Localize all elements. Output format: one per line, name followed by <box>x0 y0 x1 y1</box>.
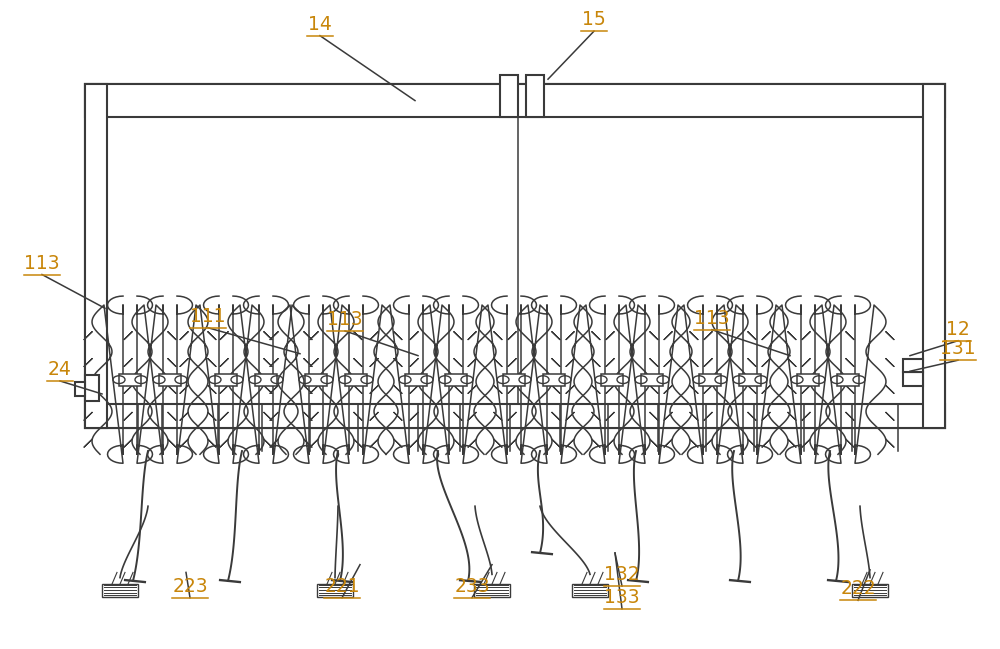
Bar <box>601 374 623 386</box>
Text: 223: 223 <box>172 577 208 596</box>
Text: 131: 131 <box>940 339 976 358</box>
Bar <box>797 374 819 386</box>
Bar <box>317 584 353 597</box>
Bar <box>75 382 85 396</box>
Bar <box>102 584 138 597</box>
Bar <box>305 374 327 386</box>
Bar <box>345 374 367 386</box>
Bar <box>159 374 181 386</box>
Bar <box>255 374 277 386</box>
Bar <box>641 374 663 386</box>
Bar <box>474 584 510 597</box>
Bar <box>543 374 565 386</box>
Bar <box>85 404 945 428</box>
Text: 233: 233 <box>454 577 490 596</box>
Bar <box>526 75 544 117</box>
Bar <box>903 359 923 372</box>
Text: 14: 14 <box>308 15 332 34</box>
Text: 24: 24 <box>48 360 72 379</box>
Text: 221: 221 <box>324 577 360 596</box>
Text: 132: 132 <box>604 565 640 584</box>
Bar <box>699 374 721 386</box>
Bar <box>500 75 518 117</box>
Bar <box>903 372 923 386</box>
Text: 113: 113 <box>24 254 60 273</box>
Bar <box>405 374 427 386</box>
Bar <box>215 374 237 386</box>
Text: 15: 15 <box>582 10 606 29</box>
Bar <box>85 84 945 117</box>
Bar <box>837 374 859 386</box>
Bar <box>572 584 608 597</box>
Text: 12: 12 <box>946 320 970 339</box>
Text: 113: 113 <box>327 310 363 329</box>
Bar <box>85 375 99 401</box>
Bar <box>923 84 945 428</box>
Text: 133: 133 <box>604 588 640 607</box>
Bar <box>739 374 761 386</box>
Bar <box>445 374 467 386</box>
Bar <box>119 374 141 386</box>
Bar <box>852 584 888 597</box>
Bar <box>85 84 945 428</box>
Text: 111: 111 <box>190 307 226 326</box>
Text: 113: 113 <box>694 309 730 328</box>
Bar <box>503 374 525 386</box>
Bar <box>85 84 107 428</box>
Text: 222: 222 <box>840 580 876 598</box>
